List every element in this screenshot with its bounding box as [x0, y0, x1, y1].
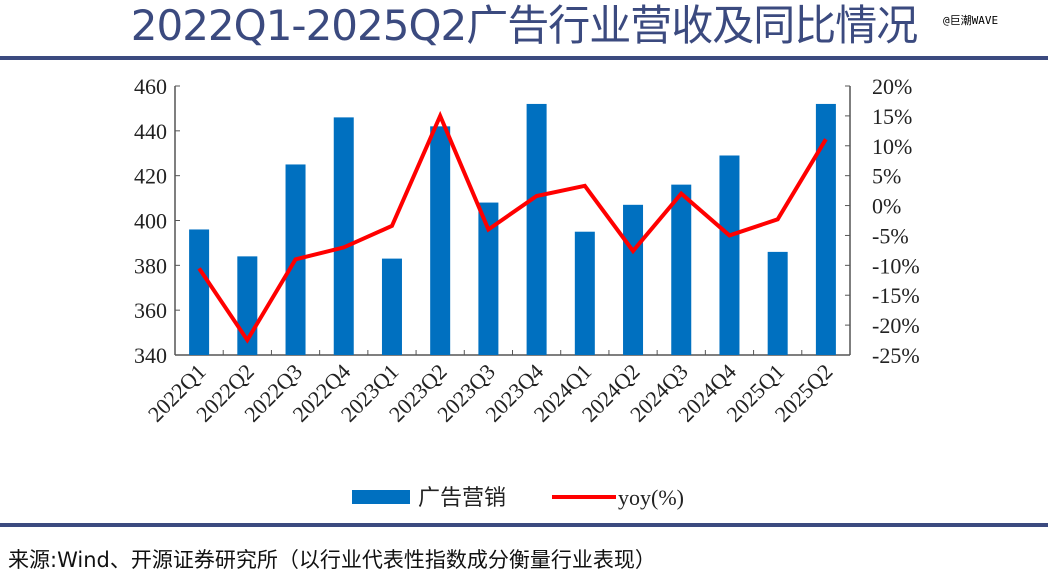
legend-label-bar: 广告营销	[418, 485, 506, 510]
left-tick-label: 420	[134, 164, 167, 189]
right-tick-label: 5%	[872, 164, 901, 189]
left-tick-label: 400	[134, 209, 167, 234]
bar-2024Q1	[574, 231, 595, 355]
bar-2025Q2	[815, 103, 836, 355]
chart-title: 2022Q1-2025Q2广告行业营收及同比情况	[130, 1, 919, 50]
left-tick-label: 440	[134, 119, 167, 144]
right-tick-label: -20%	[872, 313, 920, 338]
right-tick-label: 15%	[872, 104, 912, 129]
bar-2023Q3	[478, 202, 499, 355]
bar-2024Q3	[671, 184, 692, 355]
left-tick-label: 380	[134, 253, 167, 278]
bar-2023Q1	[381, 258, 402, 355]
footer-divider	[0, 523, 1048, 527]
left-tick-label: 460	[134, 74, 167, 99]
bar-2025Q1	[767, 251, 788, 355]
right-tick-label: -15%	[872, 283, 920, 308]
legend-label-line: yoy(%)	[618, 485, 684, 510]
right-tick-label: -5%	[872, 223, 909, 248]
right-tick-label: 0%	[872, 194, 901, 219]
right-tick-label: 10%	[872, 134, 912, 159]
right-tick-label: -10%	[872, 253, 920, 278]
right-tick-label: 20%	[872, 74, 912, 99]
yoy-line	[197, 110, 828, 344]
bar-2024Q2	[623, 204, 644, 355]
left-tick-label: 340	[134, 343, 167, 368]
bar-2023Q2	[430, 126, 451, 355]
legend-swatch-bar	[352, 490, 410, 504]
bar-2022Q4	[333, 117, 354, 355]
title-divider	[0, 56, 1048, 60]
bar-2024Q4	[719, 155, 740, 355]
source-note: 来源:Wind、开源证券研究所（以行业代表性指数成分衡量行业表现）	[8, 548, 656, 572]
right-tick-label: -25%	[872, 343, 920, 368]
left-tick-label: 360	[134, 298, 167, 323]
bar-2022Q1	[189, 229, 210, 355]
watermark: @巨潮WAVE	[943, 14, 999, 27]
bar-2023Q4	[526, 103, 547, 355]
